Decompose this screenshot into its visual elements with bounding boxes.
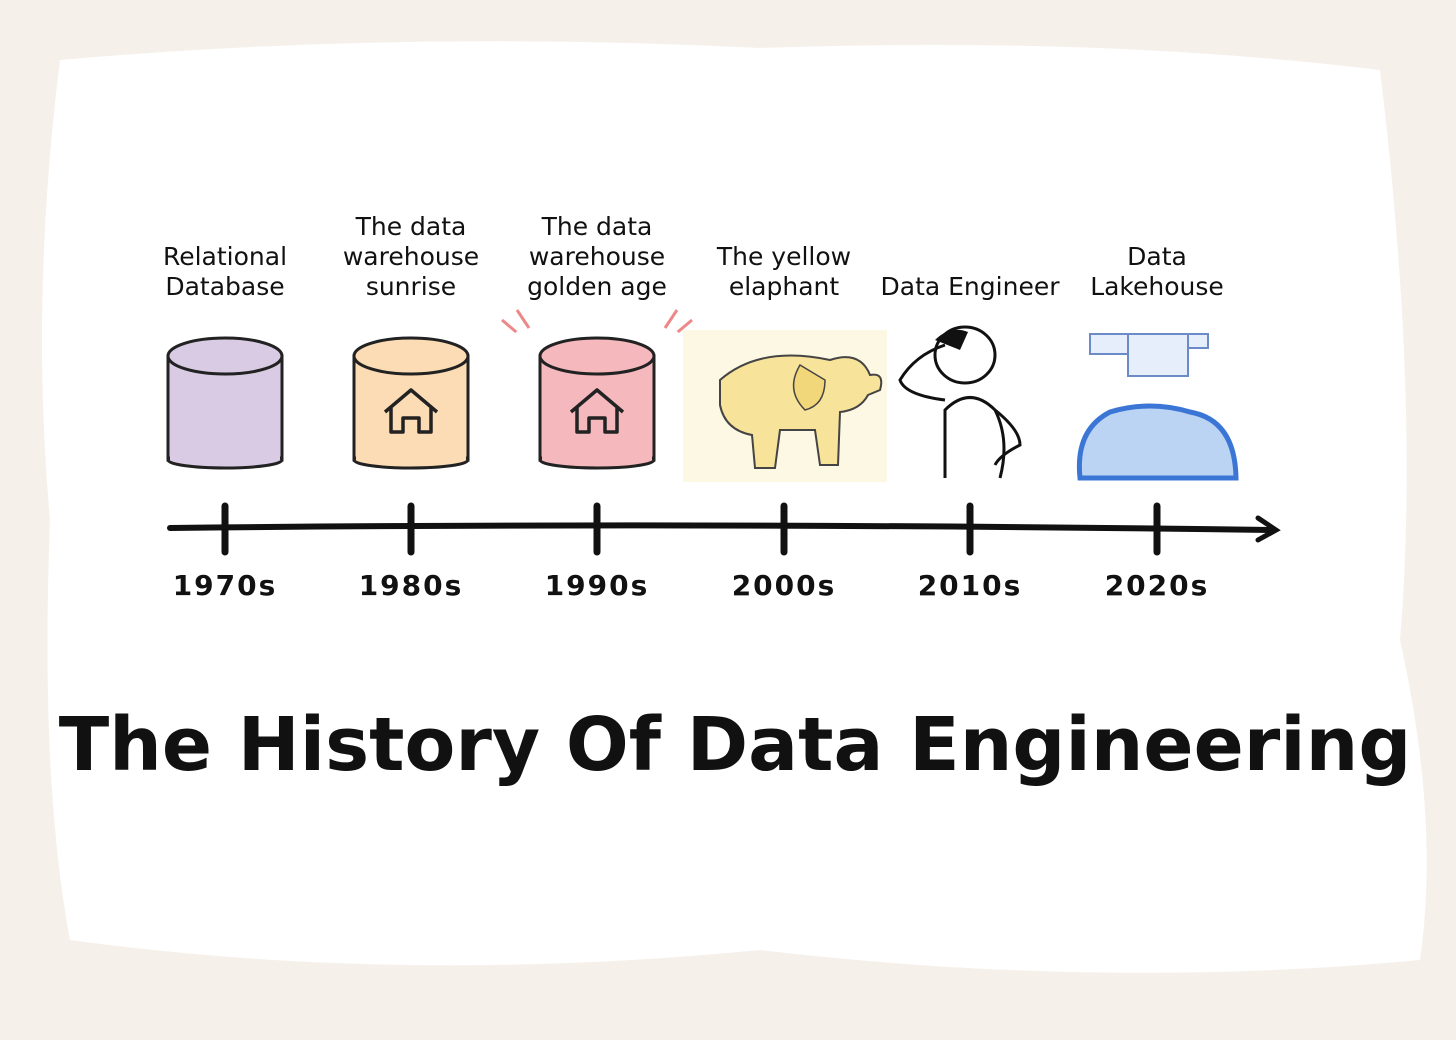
event-label: Relational <box>163 242 287 271</box>
decade-label: 2010s <box>918 569 1023 602</box>
cylinder-top <box>352 336 470 376</box>
event-label: warehouse <box>529 242 665 271</box>
page-title: The History Of Data Engineering <box>59 702 1412 788</box>
event-label: The data <box>355 212 467 241</box>
engineer-icon <box>898 325 1022 479</box>
body <box>898 343 1022 479</box>
event-label: golden age <box>527 272 667 301</box>
event-label: The yellow <box>716 242 851 271</box>
spark <box>676 318 693 334</box>
timeline-line <box>167 522 1275 533</box>
event-label: elaphant <box>729 272 840 301</box>
event-label: warehouse <box>343 242 479 271</box>
timeline-arrow <box>1255 515 1281 543</box>
decade-label: 1970s <box>173 569 278 602</box>
timeline <box>167 502 1281 556</box>
house-icon <box>569 388 625 434</box>
elephant-ear <box>792 363 826 411</box>
hair <box>935 329 968 350</box>
warehouse-left <box>1089 333 1129 355</box>
warehouse <box>1127 333 1189 377</box>
house-icon <box>383 388 439 434</box>
elephant-icon <box>683 330 887 482</box>
event-label: sunrise <box>366 272 456 301</box>
decade-label: 2020s <box>1105 569 1210 602</box>
event-label: Database <box>165 272 284 301</box>
lakehouse-icon <box>1076 333 1239 481</box>
event-label: The data <box>541 212 653 241</box>
spark <box>515 309 531 329</box>
icons <box>166 309 1239 482</box>
event-label: Lakehouse <box>1090 272 1224 301</box>
warehouse-right <box>1187 333 1209 349</box>
decade-label: 1990s <box>545 569 650 602</box>
lake <box>1076 403 1239 481</box>
elephant-body <box>719 354 883 469</box>
database-icon <box>352 336 470 470</box>
database-icon <box>166 336 284 470</box>
database-icon <box>538 336 656 470</box>
event-label: Data <box>1127 242 1187 271</box>
paper <box>42 41 1427 973</box>
spark <box>501 318 518 334</box>
decade-label: 1980s <box>359 569 464 602</box>
spark <box>663 309 679 329</box>
cylinder-top <box>166 336 284 376</box>
event-label: Data Engineer <box>881 272 1061 301</box>
cylinder-top <box>538 336 656 376</box>
decade-label: 2000s <box>732 569 837 602</box>
